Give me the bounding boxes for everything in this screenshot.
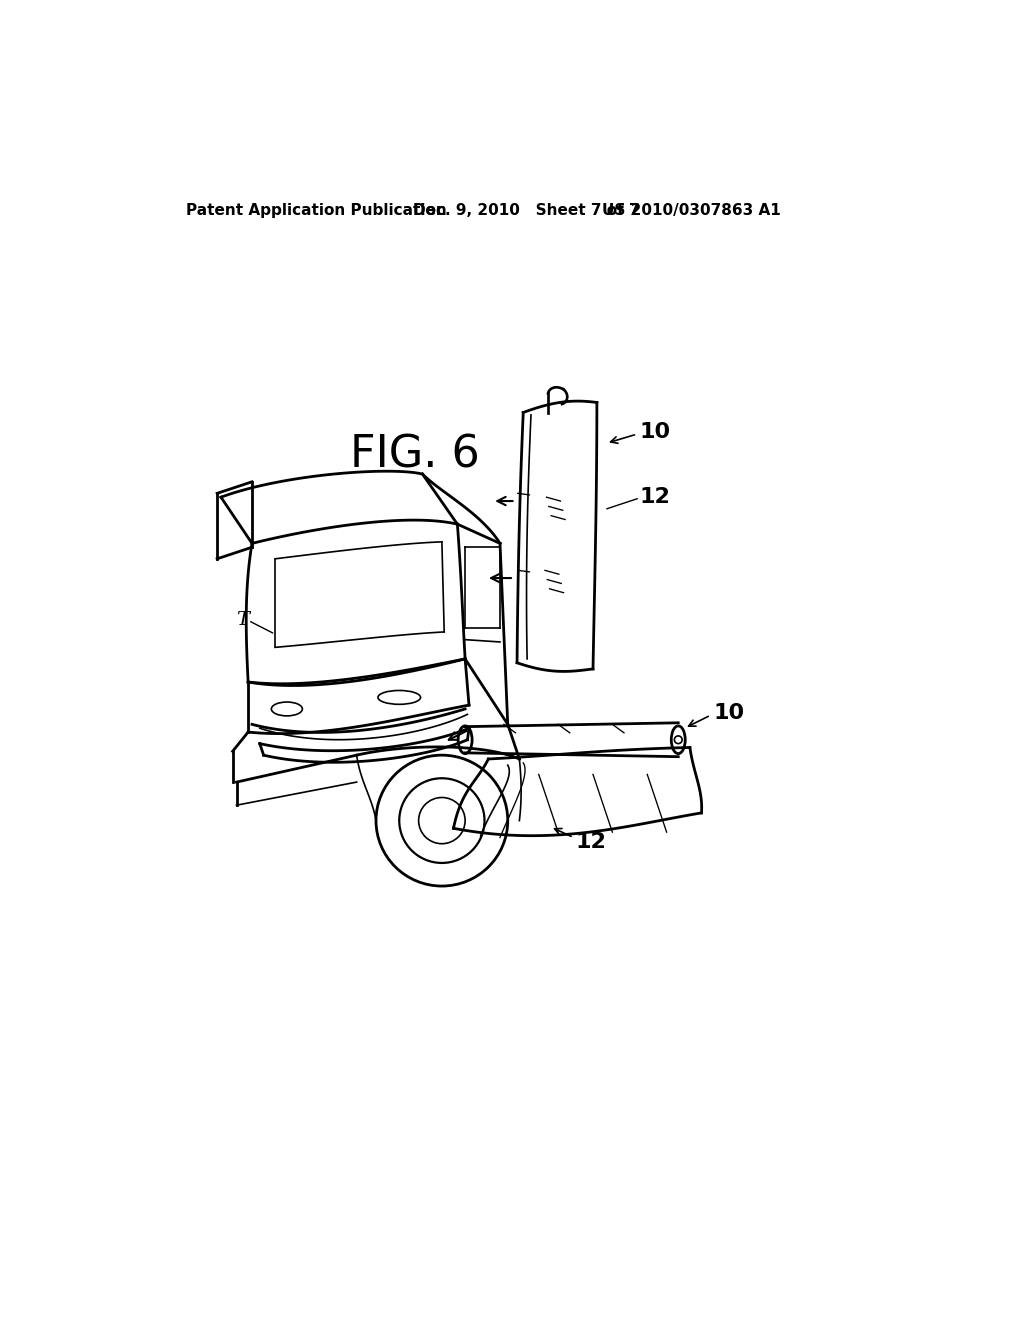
Text: US 2010/0307863 A1: US 2010/0307863 A1 (602, 203, 781, 218)
Text: Patent Application Publication: Patent Application Publication (186, 203, 446, 218)
Text: 12: 12 (640, 487, 671, 507)
Text: 10: 10 (640, 422, 671, 442)
Text: Dec. 9, 2010   Sheet 7 of 7: Dec. 9, 2010 Sheet 7 of 7 (414, 203, 640, 218)
Text: FIG. 6: FIG. 6 (350, 433, 479, 477)
Text: 10: 10 (713, 702, 744, 723)
Text: 12: 12 (575, 832, 607, 853)
Text: T: T (237, 611, 249, 630)
